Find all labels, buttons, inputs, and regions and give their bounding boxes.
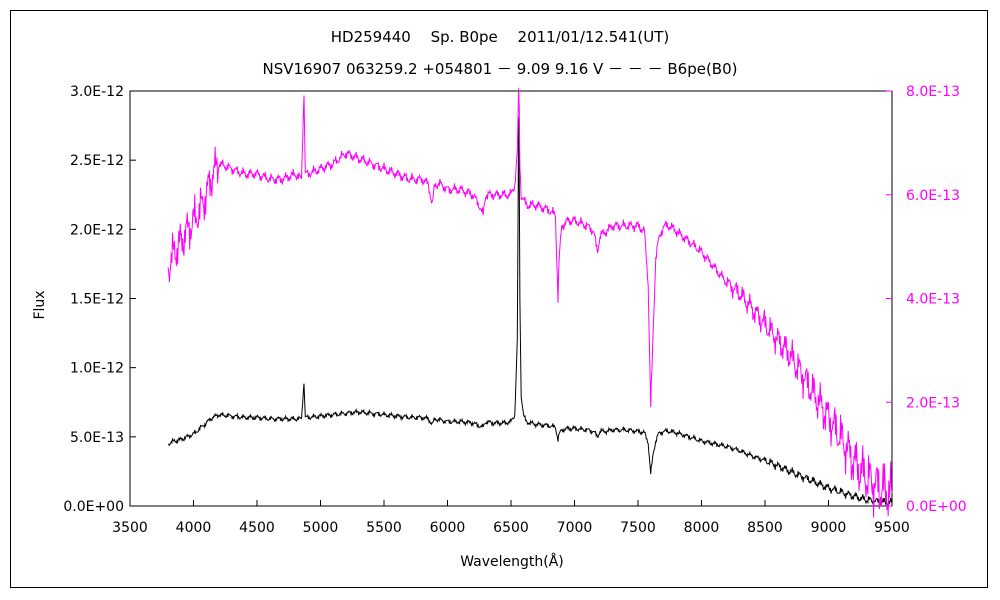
x-tick-label: 3500 [112,520,148,536]
x-tick-label: 4500 [239,520,275,536]
x-axis-ticks: 3500 4000 4500 5000 5500 6000 6500 7000 7500 8000… [112,500,910,536]
y-axis-label: Flux [32,290,48,319]
right-tick-label: 6.0E-13 [906,188,960,204]
x-tick-label: 8500 [747,520,783,536]
series-layer [167,88,893,518]
plot-area [129,90,893,507]
left-tick-label: 2.0E-12 [70,222,124,238]
left-tick-label: 1.5E-12 [70,292,124,308]
x-tick-label: 5500 [366,520,402,536]
x-tick-label: 9000 [811,520,847,536]
chart-title-line-1: HD259440 Sp. B0pe 2011/01/12.541(UT) [330,28,670,46]
plot-border [129,90,893,507]
x-tick-label: 7000 [557,520,593,536]
series-line-right-axis [167,88,893,518]
right-axis-ticks: 0.0E+00 2.0E-13 4.0E-13 6.0E-13 8.0E-13 [886,84,967,515]
left-tick-label: 1.0E-12 [70,361,124,377]
series-line-left-axis [167,117,893,507]
x-tick-label: 4000 [176,520,212,536]
chart-frame [10,10,988,588]
x-tick-label: 6500 [493,520,529,536]
left-tick-label: 5.0E-13 [70,430,124,446]
x-tick-label: 9500 [874,520,910,536]
right-tick-label: 8.0E-13 [906,84,960,100]
x-tick-label: 5000 [303,520,339,536]
x-tick-label: 8000 [684,520,720,536]
x-axis-label: Wavelength(Å) [460,553,564,570]
left-tick-label: 0.0E+00 [63,499,124,515]
chart-title-line-2: NSV16907 063259.2 +054801 － 9.09 9.16 V … [262,60,738,78]
left-tick-label: 2.5E-12 [70,153,124,169]
x-tick-label: 6000 [430,520,466,536]
left-tick-label: 3.0E-12 [70,84,124,100]
right-tick-label: 4.0E-13 [906,292,960,308]
left-axis-ticks: 0.0E+00 5.0E-13 1.0E-12 1.5E-12 2.0E-12 2.5E-… [63,84,136,515]
right-tick-label: 2.0E-13 [906,395,960,411]
right-tick-label: 0.0E+00 [906,499,967,515]
x-tick-label: 7500 [620,520,656,536]
